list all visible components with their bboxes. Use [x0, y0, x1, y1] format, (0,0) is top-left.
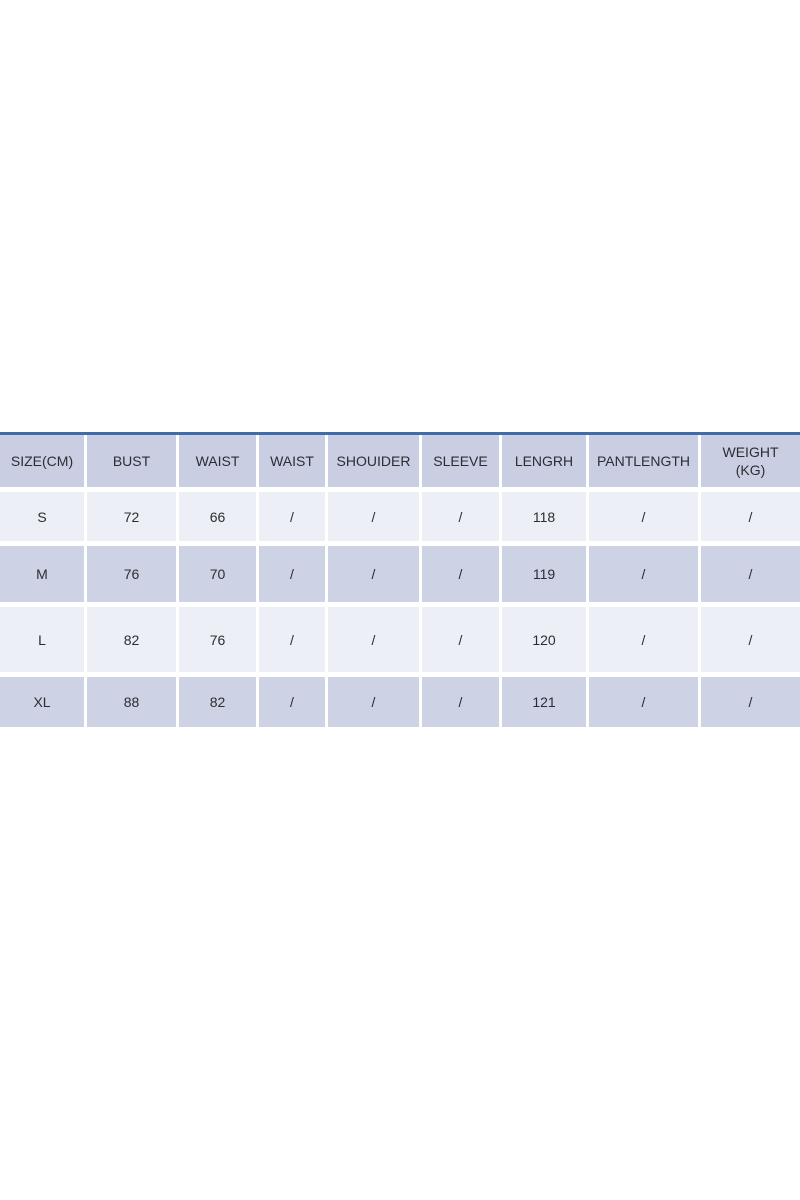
table-cell: 88: [87, 677, 176, 727]
column-header-lengrh: LENGRH: [502, 435, 586, 487]
table-cell: 76: [87, 546, 176, 602]
size-label: XL: [0, 677, 84, 727]
table-cell: /: [328, 677, 419, 727]
column-header-waist-2: WAIST: [259, 435, 325, 487]
table-cell: /: [701, 607, 800, 672]
table-cell: /: [328, 607, 419, 672]
table-cell: /: [422, 677, 499, 727]
table-cell: /: [259, 607, 325, 672]
table-cell: 82: [179, 677, 256, 727]
table-cell: 70: [179, 546, 256, 602]
column-header-size-cm: SIZE(CM): [0, 435, 84, 487]
table-cell: /: [701, 677, 800, 727]
table-cell: /: [701, 492, 800, 541]
size-label: S: [0, 492, 84, 541]
table-cell: 118: [502, 492, 586, 541]
column-header-shouider: SHOUIDER: [328, 435, 419, 487]
column-header-bust: BUST: [87, 435, 176, 487]
size-label: L: [0, 607, 84, 672]
table-cell: 66: [179, 492, 256, 541]
table-cell: /: [259, 677, 325, 727]
size-label: M: [0, 546, 84, 602]
table-cell: 121: [502, 677, 586, 727]
size-chart-table: SIZE(CM) BUST WAIST WAIST SHOUIDER SLEEV…: [0, 435, 800, 727]
table-cell: /: [328, 546, 419, 602]
column-header-sleeve: SLEEVE: [422, 435, 499, 487]
table-cell: /: [422, 492, 499, 541]
table-cell: /: [701, 546, 800, 602]
column-header-waist-1: WAIST: [179, 435, 256, 487]
table-cell: /: [589, 492, 698, 541]
table-cell: 82: [87, 607, 176, 672]
table-cell: /: [422, 546, 499, 602]
table-cell: /: [328, 492, 419, 541]
table-cell: /: [259, 546, 325, 602]
table-cell: /: [589, 677, 698, 727]
table-cell: 119: [502, 546, 586, 602]
table-top-border: [0, 432, 800, 435]
table-cell: /: [259, 492, 325, 541]
table-cell: 120: [502, 607, 586, 672]
table-cell: 76: [179, 607, 256, 672]
table-cell: /: [589, 546, 698, 602]
column-header-pantlength: PANTLENGTH: [589, 435, 698, 487]
table-cell: /: [589, 607, 698, 672]
table-cell: /: [422, 607, 499, 672]
table-cell: 72: [87, 492, 176, 541]
column-header-weight-kg: WEIGHT (KG): [701, 435, 800, 487]
